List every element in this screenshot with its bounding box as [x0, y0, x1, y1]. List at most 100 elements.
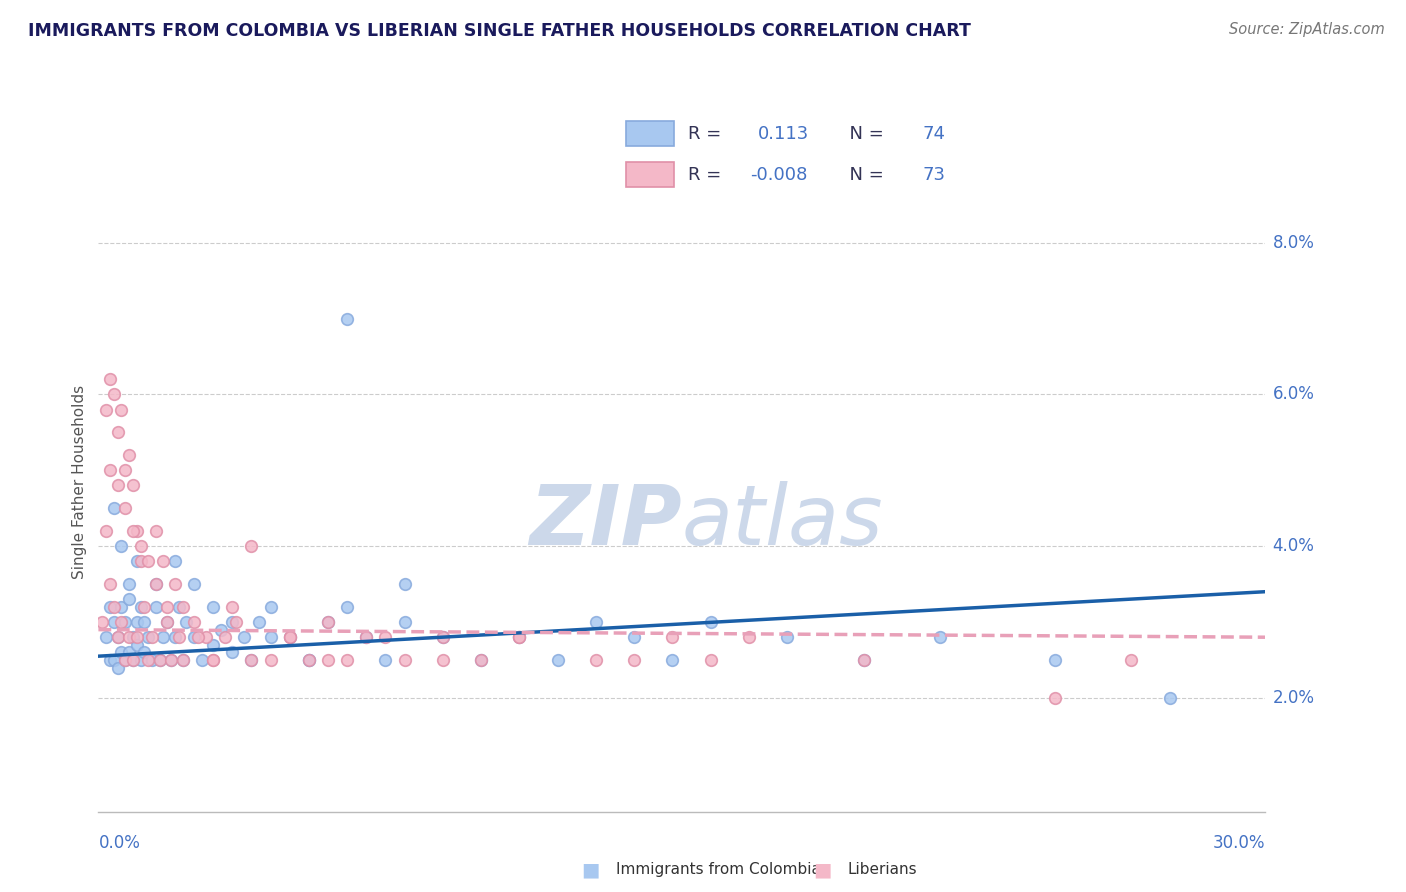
- Point: [156, 615, 179, 629]
- Point: [547, 653, 569, 667]
- Point: [149, 653, 172, 667]
- Point: [470, 653, 492, 667]
- Y-axis label: Single Father Households: Single Father Households: [72, 384, 87, 579]
- Point: [699, 615, 721, 629]
- Point: [110, 615, 132, 629]
- Point: [125, 630, 148, 644]
- Text: 2.0%: 2.0%: [1272, 689, 1315, 707]
- Point: [259, 630, 281, 644]
- Point: [94, 524, 117, 538]
- Point: [202, 599, 225, 614]
- Text: atlas: atlas: [682, 481, 883, 562]
- Point: [232, 630, 254, 644]
- Point: [156, 615, 179, 629]
- Text: Immigrants from Colombia: Immigrants from Colombia: [616, 863, 821, 877]
- Point: [240, 653, 263, 667]
- Point: [121, 524, 143, 538]
- Text: ZIP: ZIP: [529, 481, 682, 562]
- Point: [136, 554, 159, 568]
- Point: [738, 630, 761, 644]
- Point: [114, 501, 136, 516]
- Point: [508, 630, 530, 644]
- Text: N =: N =: [838, 125, 890, 143]
- Point: [107, 478, 129, 492]
- Point: [176, 615, 198, 629]
- Point: [221, 615, 243, 629]
- Point: [114, 463, 136, 477]
- Point: [125, 638, 148, 652]
- Point: [107, 425, 129, 440]
- Point: [145, 577, 167, 591]
- Point: [141, 630, 163, 644]
- Point: [118, 448, 141, 462]
- Point: [432, 653, 454, 667]
- Text: 4.0%: 4.0%: [1272, 537, 1315, 555]
- Point: [114, 653, 136, 667]
- Point: [125, 524, 148, 538]
- Point: [354, 630, 377, 644]
- Point: [259, 599, 281, 614]
- Point: [336, 653, 359, 667]
- Point: [98, 653, 121, 667]
- Text: ■: ■: [581, 860, 600, 880]
- Point: [298, 653, 321, 667]
- Point: [172, 653, 194, 667]
- Text: 6.0%: 6.0%: [1272, 385, 1315, 403]
- Point: [585, 653, 607, 667]
- Text: R =: R =: [689, 125, 727, 143]
- Point: [98, 372, 121, 386]
- Point: [107, 660, 129, 674]
- Text: Liberians: Liberians: [848, 863, 918, 877]
- Point: [114, 615, 136, 629]
- Point: [110, 645, 132, 659]
- Text: 8.0%: 8.0%: [1272, 234, 1315, 252]
- Point: [118, 630, 141, 644]
- Point: [136, 653, 159, 667]
- Point: [156, 599, 179, 614]
- Point: [94, 630, 117, 644]
- Point: [194, 630, 217, 644]
- Point: [221, 599, 243, 614]
- Text: 73: 73: [922, 166, 945, 184]
- Point: [661, 653, 683, 667]
- Point: [298, 653, 321, 667]
- Point: [278, 630, 301, 644]
- Point: [852, 653, 875, 667]
- Point: [190, 653, 212, 667]
- Point: [623, 653, 645, 667]
- Point: [145, 577, 167, 591]
- Point: [202, 653, 225, 667]
- Point: [259, 653, 281, 667]
- Point: [121, 653, 143, 667]
- Point: [107, 630, 129, 644]
- Point: [167, 630, 190, 644]
- Point: [121, 653, 143, 667]
- Text: 0.113: 0.113: [758, 125, 808, 143]
- Point: [98, 599, 121, 614]
- Point: [172, 653, 194, 667]
- Point: [929, 630, 952, 644]
- Text: Source: ZipAtlas.com: Source: ZipAtlas.com: [1229, 22, 1385, 37]
- Point: [98, 577, 121, 591]
- Point: [432, 630, 454, 644]
- Point: [374, 653, 396, 667]
- Point: [316, 615, 339, 629]
- Point: [623, 630, 645, 644]
- Point: [118, 592, 141, 607]
- Text: -0.008: -0.008: [751, 166, 808, 184]
- Point: [214, 630, 236, 644]
- Point: [145, 524, 167, 538]
- Point: [103, 615, 125, 629]
- Point: [1159, 690, 1181, 705]
- Point: [394, 653, 416, 667]
- Point: [183, 630, 205, 644]
- Point: [125, 615, 148, 629]
- Point: [134, 615, 156, 629]
- Point: [298, 653, 321, 667]
- Point: [776, 630, 799, 644]
- Text: IMMIGRANTS FROM COLOMBIA VS LIBERIAN SINGLE FATHER HOUSEHOLDS CORRELATION CHART: IMMIGRANTS FROM COLOMBIA VS LIBERIAN SIN…: [28, 22, 972, 40]
- Point: [141, 653, 163, 667]
- Point: [103, 501, 125, 516]
- Point: [118, 645, 141, 659]
- Point: [699, 653, 721, 667]
